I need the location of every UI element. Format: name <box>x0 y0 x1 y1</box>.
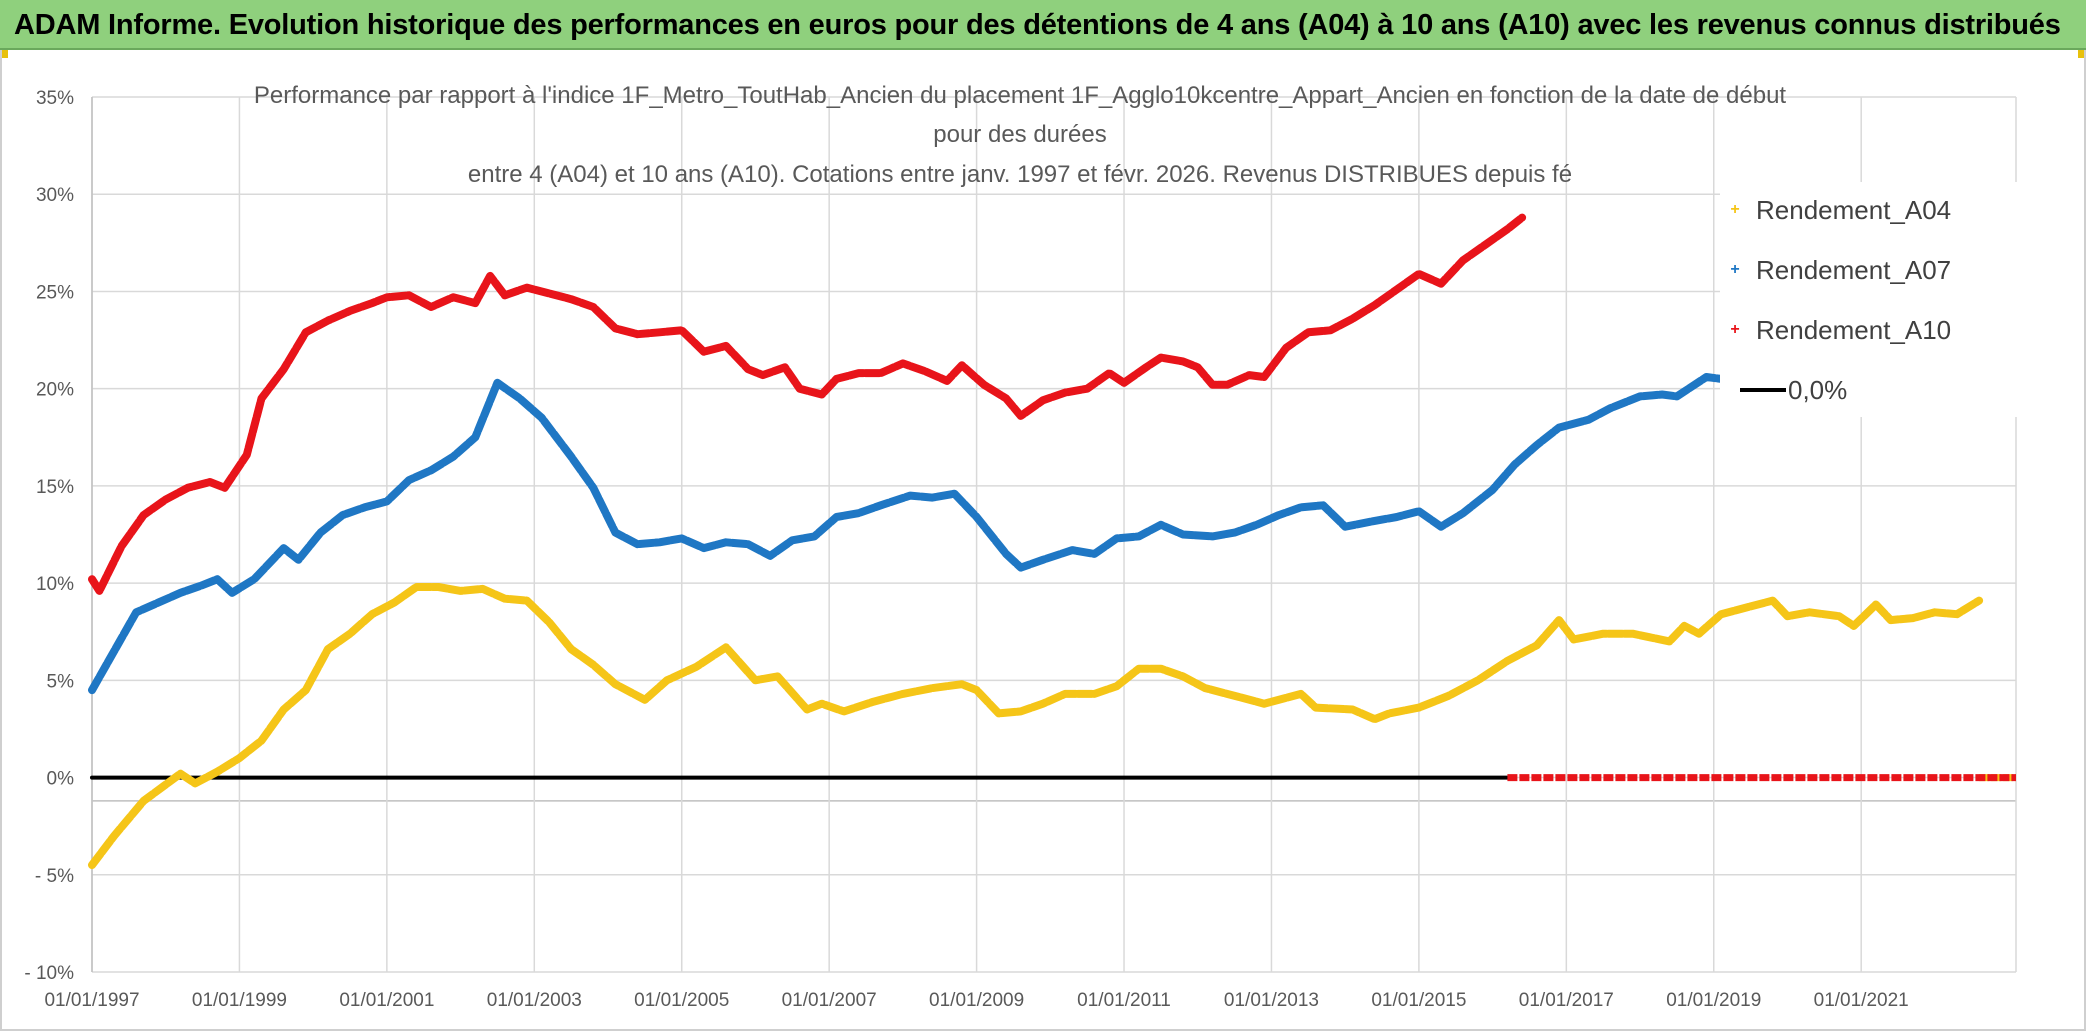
report-title: ADAM Informe. Evolution historique des p… <box>14 9 2061 41</box>
x-tick-label: 01/01/2011 <box>1077 990 1171 1011</box>
y-axis-ticks: 35% 30% 25% 20% 15% 10% 5% 0% - 5% - 10% <box>24 88 74 984</box>
legend-marker-a04: + <box>1730 201 1740 218</box>
report-banner: ADAM Informe. Evolution historique des p… <box>0 0 2086 50</box>
x-tick-label: 01/01/1997 <box>44 990 139 1011</box>
corner-accent-left <box>0 50 8 58</box>
series-line-rendement-a07 <box>88 373 1726 695</box>
chart-title-line-3: entre 4 (A04) et 10 ans (A10). Cotations… <box>467 161 1573 188</box>
y-tick-label: 25% <box>36 282 74 303</box>
x-tick-label: 01/01/2013 <box>1224 990 1319 1011</box>
legend-item-a04: + Rendement_A04 <box>1720 190 1951 230</box>
legend-line-zero <box>1740 388 1786 392</box>
series-line-rendement-a04 <box>88 583 1984 870</box>
y-tick-label: 10% <box>36 574 74 595</box>
y-tick-label: 0% <box>47 769 75 790</box>
series-lines <box>88 213 2016 870</box>
legend-label-a04: Rendement_A04 <box>1756 194 1952 225</box>
y-tick-label: 15% <box>36 477 74 498</box>
legend-label-zero: 0,0% <box>1788 374 1848 405</box>
legend-label-a10: Rendement_A10 <box>1756 314 1952 345</box>
x-tick-label: 01/01/2021 <box>1814 990 1909 1011</box>
legend-item-a10: + Rendement_A10 <box>1720 310 1951 350</box>
legend-item-a07: + Rendement_A07 <box>1720 250 1951 290</box>
y-tick-label: 20% <box>36 380 74 401</box>
legend-marker-a10: + <box>1730 321 1740 338</box>
y-tick-label: 30% <box>36 185 74 206</box>
x-tick-label: 01/01/2007 <box>782 990 877 1011</box>
legend-item-zero: 0,0% <box>1740 370 1847 410</box>
chart-title-line-1: Performance par rapport à l'indice 1F_Me… <box>253 82 1787 109</box>
x-tick-label: 01/01/1999 <box>192 990 287 1011</box>
x-tick-label: 01/01/2009 <box>929 990 1024 1011</box>
chart-frame <box>0 50 2086 1031</box>
y-tick-label: 5% <box>47 671 75 692</box>
x-tick-label: 01/01/2019 <box>1666 990 1761 1011</box>
corner-accent-right <box>2078 50 2086 58</box>
legend-marker-a07: + <box>1730 261 1740 278</box>
y-tick-label: - 10% <box>24 963 74 984</box>
x-tick-label: 01/01/2003 <box>487 990 582 1011</box>
x-tick-label: 01/01/2017 <box>1519 990 1614 1011</box>
chart-title-line-2: pour des durées <box>933 121 1107 148</box>
chart-legend: + Rendement_A04 + Rendement_A07 + Rendem… <box>1720 182 2020 417</box>
x-axis-ticks: 01/01/1997 01/01/1999 01/01/2001 01/01/2003… <box>44 990 1908 1011</box>
x-tick-label: 01/01/2015 <box>1371 990 1466 1011</box>
x-tick-label: 01/01/2005 <box>634 990 729 1011</box>
y-tick-label: 35% <box>36 88 74 109</box>
performance-line-chart: 35% 30% 25% 20% 15% 10% 5% 0% - 5% - 10% 01/01/19… <box>24 88 2017 1011</box>
x-tick-label: 01/01/2001 <box>339 990 434 1011</box>
gridlines <box>91 96 2017 973</box>
legend-label-a07: Rendement_A07 <box>1756 254 1952 285</box>
series-line-rendement-a10 <box>88 213 1527 595</box>
y-tick-label: - 5% <box>35 866 74 887</box>
